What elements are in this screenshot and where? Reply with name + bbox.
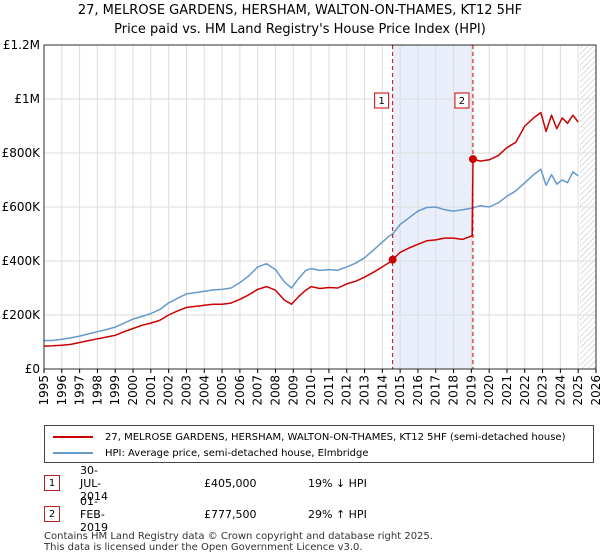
- x-tick-label: 2003: [179, 375, 193, 406]
- x-tick-label: 2022: [518, 375, 532, 406]
- x-tick-label: 2015: [393, 375, 407, 406]
- x-tick-label: 2019: [464, 375, 478, 406]
- x-tick-label: 2007: [251, 375, 265, 406]
- x-tick-label: 2011: [322, 375, 336, 406]
- transaction-price: £777,500: [204, 508, 257, 521]
- y-tick-label: £400K: [2, 254, 42, 268]
- x-tick-label: 2013: [358, 375, 372, 406]
- transaction-price: £405,000: [204, 477, 257, 490]
- footer-attribution: Contains HM Land Registry data © Crown c…: [44, 531, 433, 553]
- x-tick-label: 1999: [108, 375, 122, 406]
- x-tick-label: 2017: [429, 375, 443, 406]
- x-tick-label: 2004: [197, 375, 211, 406]
- x-tick-label: 2021: [500, 375, 514, 406]
- legend-item-hpi: HPI: Average price, semi-detached house,…: [53, 445, 369, 461]
- legend-swatch-property: [53, 436, 93, 438]
- y-tick-label: £600K: [2, 200, 42, 214]
- x-tick-label: 2010: [304, 375, 318, 406]
- x-tick-label: 2006: [233, 375, 247, 406]
- sale-point: [389, 256, 397, 264]
- y-tick-label: £200K: [2, 308, 42, 322]
- legend-item-property: 27, MELROSE GARDENS, HERSHAM, WALTON-ON-…: [53, 429, 566, 445]
- x-tick-label: 2026: [589, 375, 600, 406]
- y-tick-label: £1.2M: [3, 38, 40, 52]
- transaction-hpi-change: 19% ↓ HPI: [308, 477, 367, 490]
- x-tick-label: 2023: [536, 375, 550, 406]
- x-tick-label: 1995: [37, 375, 51, 406]
- transaction-badge: 1: [44, 475, 60, 491]
- x-tick-label: 1998: [90, 375, 104, 406]
- x-tick-label: 2000: [126, 375, 140, 406]
- legend: 27, MELROSE GARDENS, HERSHAM, WALTON-ON-…: [44, 425, 594, 463]
- y-tick-label: £0: [25, 362, 40, 376]
- transaction-date: 01-FEB-2019: [80, 495, 108, 534]
- x-tick-label: 2024: [553, 375, 567, 406]
- transaction-row: 2 01-FEB-2019 £777,500 29% ↑ HPI: [44, 505, 60, 523]
- y-tick-label: £800K: [2, 146, 42, 160]
- footer-line: This data is licensed under the Open Gov…: [44, 542, 433, 553]
- x-tick-label: 2018: [447, 375, 461, 406]
- legend-label-property: 27, MELROSE GARDENS, HERSHAM, WALTON-ON-…: [105, 432, 566, 443]
- sale-marker-number: 2: [459, 96, 465, 107]
- x-tick-label: 2008: [268, 375, 282, 406]
- legend-swatch-hpi: [53, 452, 93, 454]
- x-tick-label: 2020: [482, 375, 496, 406]
- sale-point: [469, 155, 477, 163]
- x-tick-label: 2025: [571, 375, 585, 406]
- sale-marker-number: 1: [378, 96, 384, 107]
- y-tick-label: £1M: [14, 92, 40, 106]
- x-tick-label: 1997: [73, 375, 87, 406]
- legend-label-hpi: HPI: Average price, semi-detached house,…: [105, 448, 369, 459]
- x-tick-label: 2014: [375, 375, 389, 406]
- x-tick-label: 2016: [411, 375, 425, 406]
- x-tick-label: 2005: [215, 375, 229, 406]
- transaction-badge: 2: [44, 506, 60, 522]
- price-chart: 1 2 £0 £200K £400K £600K £800K £1M £1.2M 1995 199…: [0, 0, 600, 425]
- footer-line: Contains HM Land Registry data © Crown c…: [44, 531, 433, 542]
- transaction-hpi-change: 29% ↑ HPI: [308, 508, 367, 521]
- x-tick-label: 1996: [55, 375, 69, 406]
- transaction-row: 1 30-JUL-2014 £405,000 19% ↓ HPI: [44, 474, 60, 492]
- x-tick-label: 2001: [144, 375, 158, 406]
- x-tick-label: 2012: [340, 375, 354, 406]
- x-tick-label: 2009: [286, 375, 300, 406]
- x-tick-label: 2002: [162, 375, 176, 406]
